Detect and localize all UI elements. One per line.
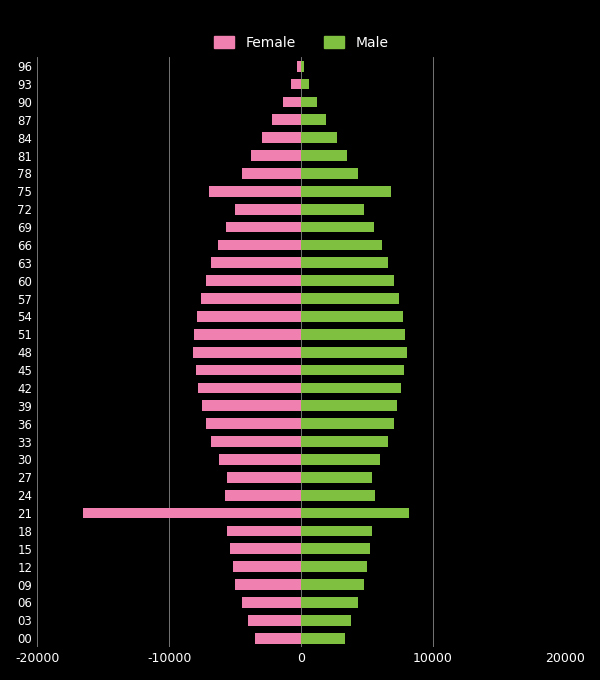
Bar: [235, 579, 301, 590]
Bar: [301, 633, 344, 643]
Bar: [198, 383, 301, 393]
Bar: [226, 222, 301, 233]
Bar: [196, 364, 301, 375]
Bar: [301, 329, 406, 340]
Bar: [272, 114, 301, 125]
Bar: [301, 222, 374, 233]
Bar: [301, 168, 358, 179]
Bar: [209, 186, 301, 197]
Bar: [235, 204, 301, 215]
Bar: [301, 275, 394, 286]
Bar: [301, 472, 373, 483]
Bar: [301, 508, 409, 518]
Bar: [301, 239, 382, 250]
Bar: [301, 597, 358, 608]
Bar: [301, 490, 375, 500]
Bar: [301, 615, 351, 626]
Bar: [262, 133, 301, 143]
Bar: [301, 383, 401, 393]
Bar: [290, 79, 301, 90]
Bar: [83, 508, 301, 518]
Bar: [230, 543, 301, 554]
Bar: [301, 186, 391, 197]
Bar: [242, 168, 301, 179]
Bar: [248, 615, 301, 626]
Bar: [301, 364, 404, 375]
Bar: [218, 239, 301, 250]
Bar: [301, 347, 407, 358]
Bar: [206, 418, 301, 429]
Bar: [255, 633, 301, 643]
Legend: Female, Male: Female, Male: [209, 32, 393, 54]
Bar: [301, 526, 373, 537]
Bar: [206, 275, 301, 286]
Bar: [301, 543, 370, 554]
Bar: [301, 258, 388, 268]
Bar: [301, 311, 403, 322]
Bar: [301, 114, 326, 125]
Bar: [301, 61, 304, 71]
Bar: [242, 597, 301, 608]
Bar: [283, 97, 301, 107]
Bar: [194, 329, 301, 340]
Bar: [301, 401, 397, 411]
Bar: [211, 258, 301, 268]
Bar: [202, 401, 301, 411]
Bar: [301, 150, 347, 161]
Bar: [197, 311, 301, 322]
Bar: [251, 150, 301, 161]
Bar: [301, 579, 364, 590]
Bar: [301, 436, 388, 447]
Bar: [193, 347, 301, 358]
Bar: [220, 454, 301, 465]
Bar: [224, 490, 301, 500]
Bar: [233, 561, 301, 572]
Bar: [201, 293, 301, 304]
Bar: [301, 79, 309, 90]
Bar: [301, 454, 380, 465]
Bar: [301, 204, 364, 215]
Bar: [301, 418, 394, 429]
Bar: [301, 561, 367, 572]
Bar: [301, 133, 337, 143]
Bar: [296, 61, 301, 71]
Bar: [227, 472, 301, 483]
Bar: [211, 436, 301, 447]
Bar: [227, 526, 301, 537]
Bar: [301, 293, 399, 304]
Bar: [301, 97, 317, 107]
